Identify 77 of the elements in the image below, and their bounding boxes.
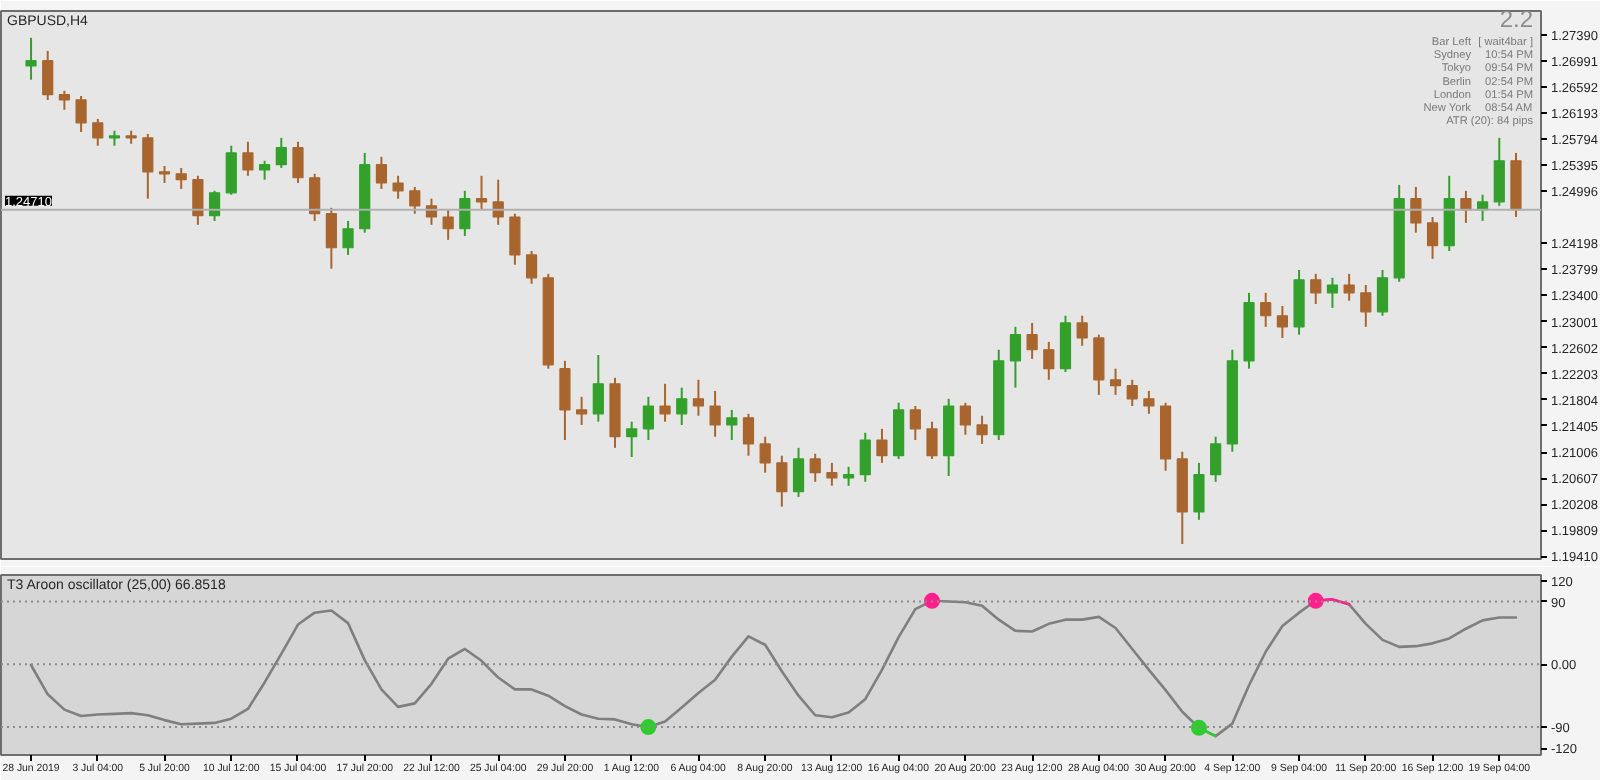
candlestick bbox=[576, 395, 588, 426]
candlestick bbox=[876, 427, 888, 464]
candlestick bbox=[1376, 268, 1389, 317]
candlestick bbox=[1493, 136, 1505, 207]
candlestick bbox=[626, 420, 638, 458]
candlestick bbox=[192, 174, 204, 226]
candlestick bbox=[58, 89, 71, 111]
candlestick bbox=[692, 378, 705, 417]
candlestick bbox=[742, 412, 755, 457]
candlestick bbox=[175, 166, 187, 190]
candlestick bbox=[592, 353, 604, 423]
point bbox=[640, 719, 657, 736]
candlestick bbox=[1343, 272, 1355, 302]
candlestick bbox=[1126, 378, 1138, 407]
candlestick bbox=[726, 408, 738, 441]
candlestick bbox=[1059, 314, 1072, 373]
candlestick bbox=[275, 136, 287, 169]
candlestick bbox=[1076, 314, 1088, 347]
candlestick bbox=[1293, 268, 1305, 336]
candlestick bbox=[676, 386, 688, 426]
candlestick bbox=[1043, 340, 1055, 381]
point bbox=[1190, 719, 1207, 736]
candlestick bbox=[826, 461, 838, 487]
candlestick bbox=[659, 382, 671, 423]
candlestick bbox=[709, 389, 721, 438]
candlestick bbox=[1210, 435, 1222, 483]
candlestick bbox=[1193, 461, 1205, 521]
candlestick bbox=[475, 174, 488, 211]
candlestick bbox=[1093, 333, 1105, 396]
candlestick bbox=[976, 414, 988, 445]
candlestick bbox=[776, 454, 788, 508]
candlestick bbox=[375, 155, 388, 190]
point bbox=[1307, 592, 1324, 609]
candlestick bbox=[409, 185, 421, 215]
candlestick bbox=[208, 189, 221, 222]
candlestick bbox=[859, 431, 871, 483]
candlestick bbox=[242, 140, 254, 177]
candlestick bbox=[1443, 174, 1455, 252]
candlestick bbox=[392, 174, 404, 200]
candlestick bbox=[525, 250, 538, 285]
candlestick bbox=[75, 95, 87, 133]
candlestick bbox=[1009, 325, 1022, 389]
candlestick bbox=[459, 189, 471, 237]
candlestick bbox=[792, 446, 805, 498]
candlestick bbox=[1143, 389, 1155, 415]
candlestick bbox=[1276, 304, 1288, 339]
candlestick bbox=[1109, 367, 1122, 396]
candlestick bbox=[559, 359, 571, 441]
candlestick bbox=[1360, 284, 1372, 328]
candlestick bbox=[1310, 272, 1322, 305]
candlestick bbox=[809, 452, 821, 483]
candlestick bbox=[1460, 189, 1472, 224]
candlestick bbox=[1426, 215, 1439, 260]
candlestick bbox=[1410, 185, 1422, 234]
candlestick bbox=[142, 132, 154, 200]
candlestick bbox=[325, 206, 337, 270]
candlestick bbox=[1326, 276, 1339, 309]
candlestick bbox=[292, 140, 304, 184]
candlestick bbox=[259, 159, 271, 181]
candlestick bbox=[642, 395, 654, 441]
candlestick bbox=[442, 208, 454, 241]
candlestick bbox=[1026, 321, 1038, 360]
candlestick bbox=[25, 36, 37, 81]
candlestick bbox=[1260, 291, 1272, 328]
candlestick bbox=[92, 117, 104, 147]
candlestick bbox=[959, 401, 971, 436]
candlestick bbox=[42, 49, 54, 101]
candlestick bbox=[926, 420, 938, 460]
candlestick bbox=[309, 172, 321, 222]
candlestick bbox=[842, 465, 855, 487]
candlestick bbox=[509, 212, 521, 266]
point bbox=[924, 592, 941, 609]
candlestick bbox=[225, 144, 237, 196]
candlestick bbox=[759, 435, 771, 474]
candlestick bbox=[342, 219, 354, 256]
candlestick bbox=[909, 404, 921, 441]
candlestick bbox=[893, 401, 905, 460]
